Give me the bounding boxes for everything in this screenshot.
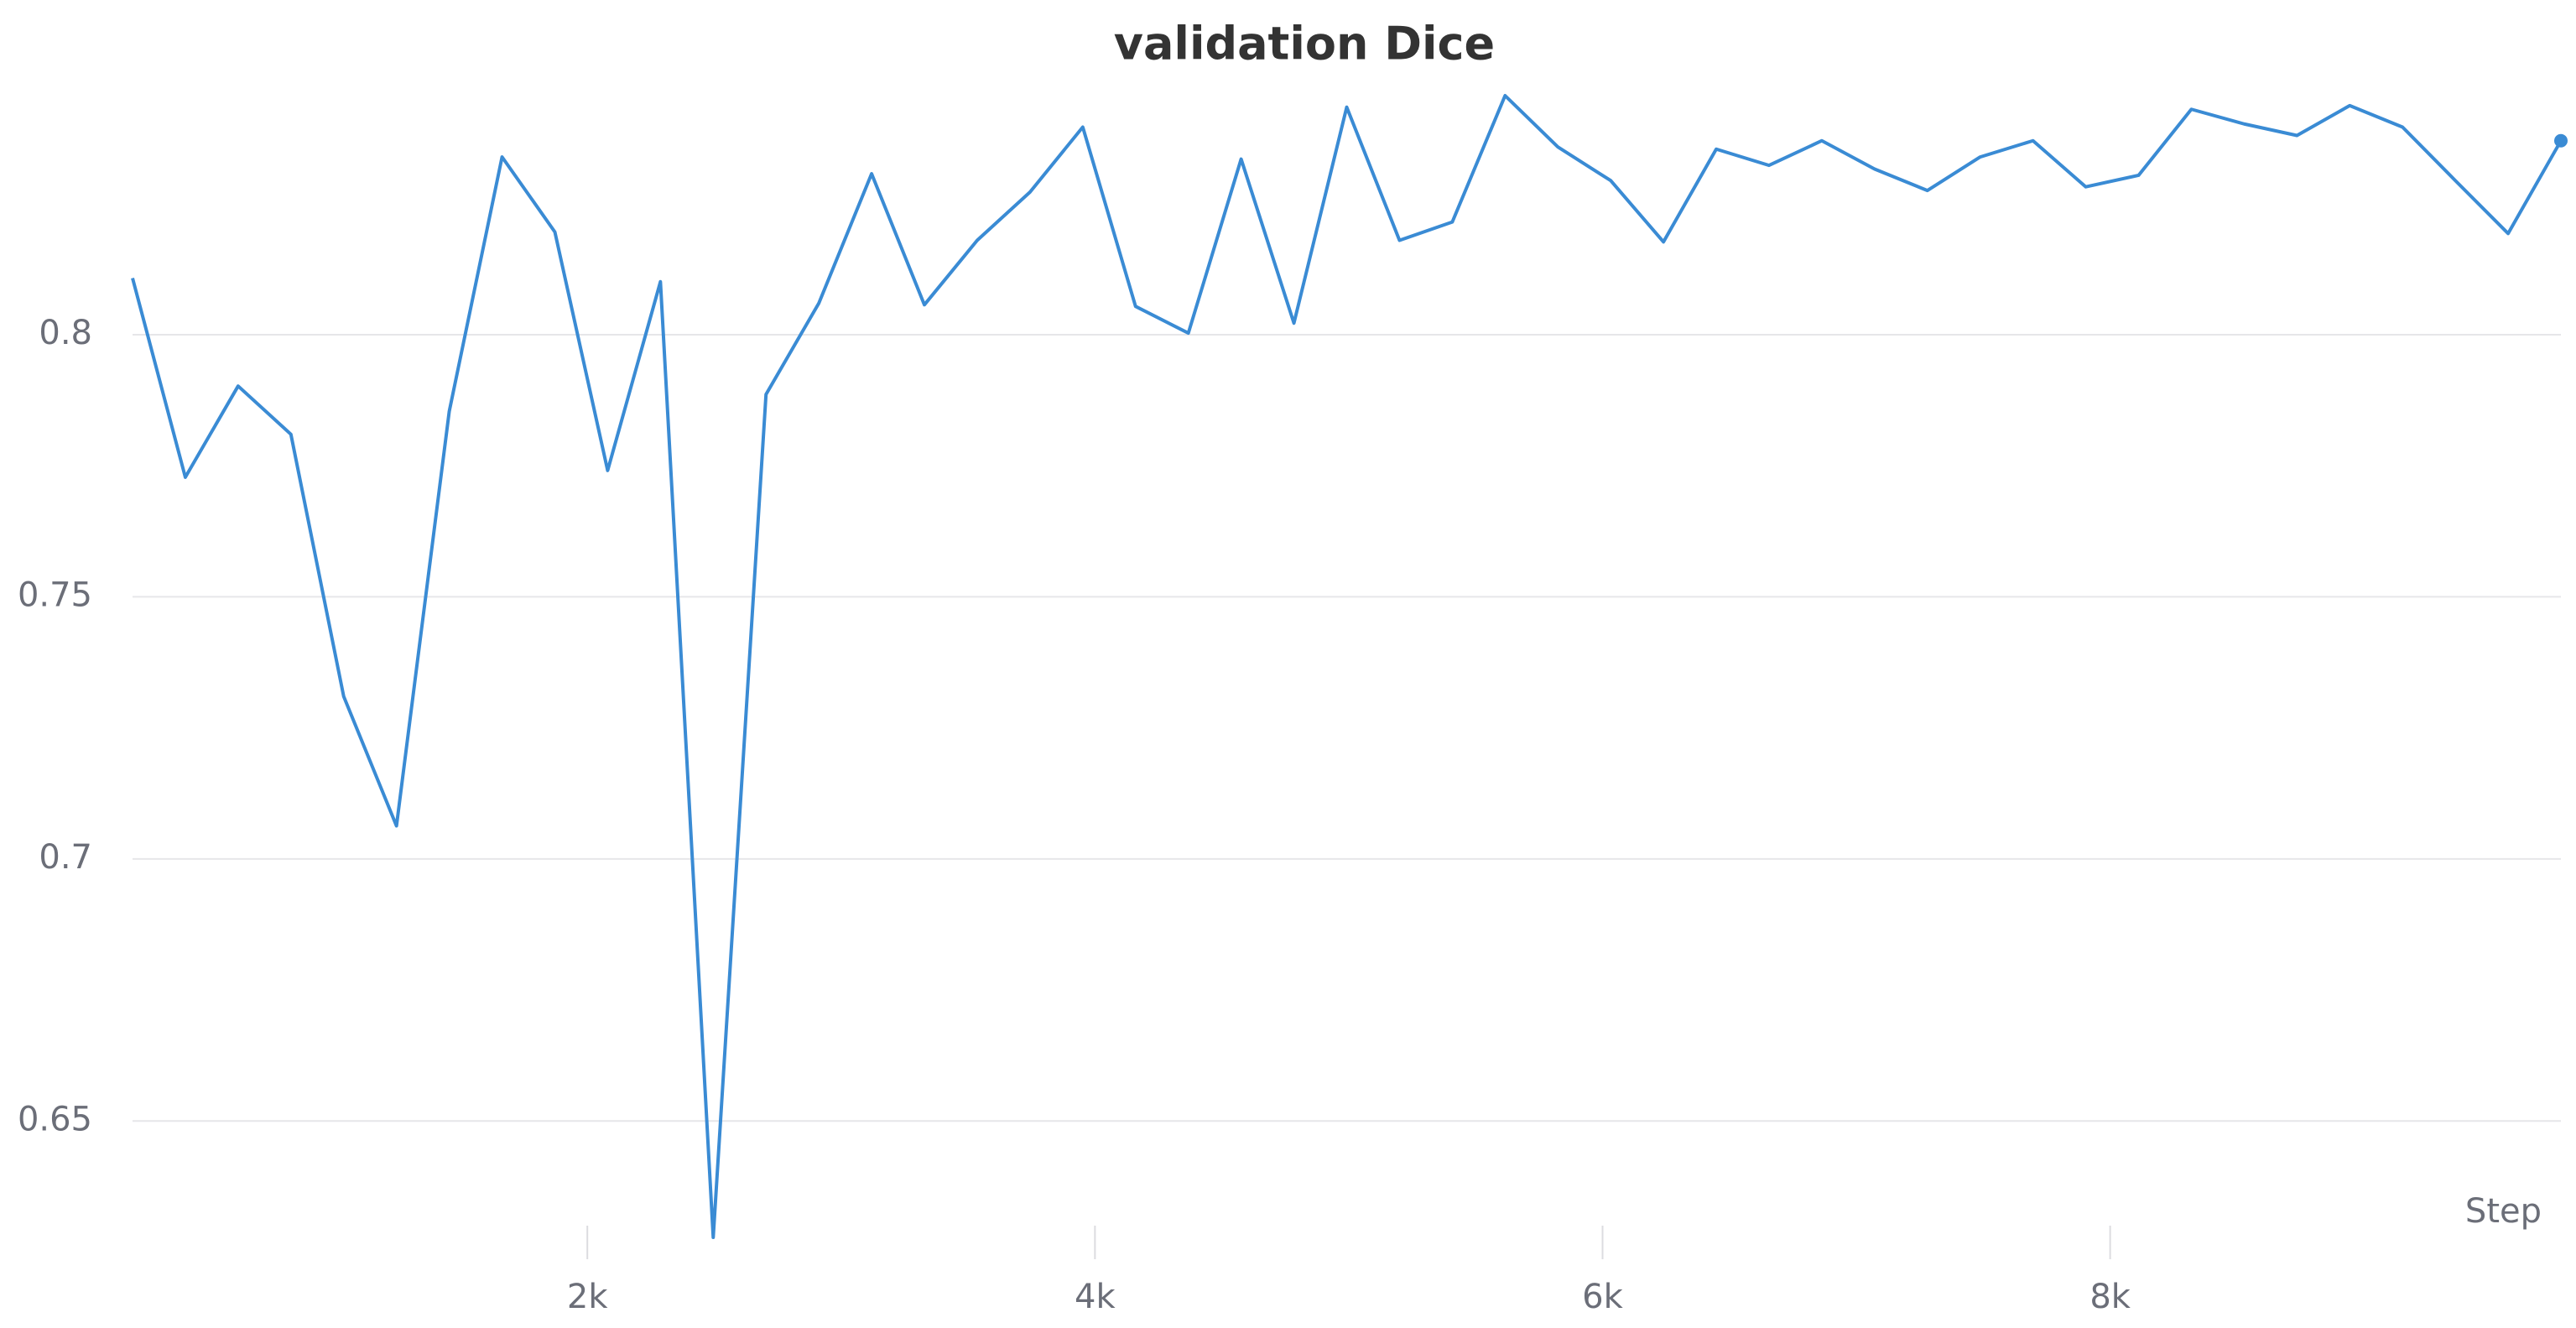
x-tick-label: 8k bbox=[2089, 1278, 2131, 1316]
series-line bbox=[131, 93, 2563, 1240]
y-tick-label: 0.7 bbox=[39, 838, 92, 877]
x-tick-label: 6k bbox=[1582, 1278, 1623, 1316]
x-axis-label: Step bbox=[2465, 1192, 2542, 1231]
y-tick-label: 0.65 bbox=[18, 1100, 92, 1138]
y-tick-label: 0.75 bbox=[18, 575, 92, 614]
y-tick-label: 0.8 bbox=[39, 314, 92, 352]
end-point bbox=[2554, 133, 2568, 148]
x-tick-label: 4k bbox=[1075, 1278, 1116, 1316]
chart-title: validation Dice bbox=[1114, 18, 1495, 70]
x-tick-label: 2k bbox=[567, 1278, 608, 1316]
